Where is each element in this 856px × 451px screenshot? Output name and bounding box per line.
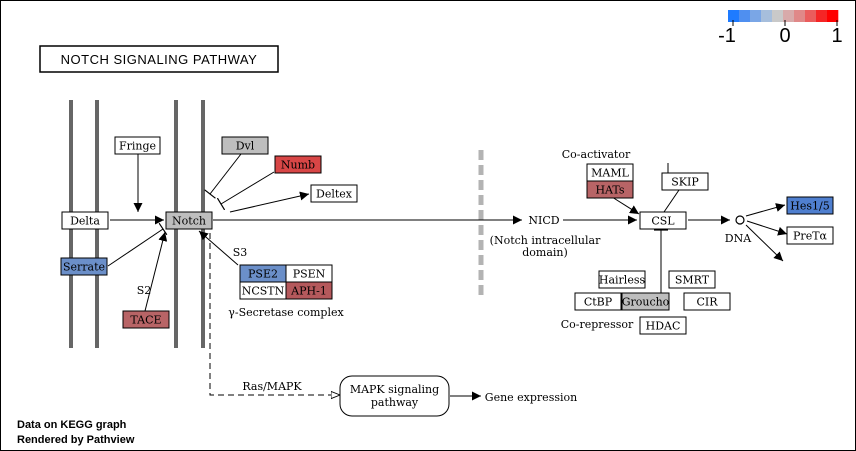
node-fringe[interactable]: Fringe bbox=[114, 136, 161, 155]
label-corepressor: Co-repressor bbox=[561, 318, 634, 331]
node-serrate[interactable]: Serrate bbox=[60, 257, 108, 276]
legend-swatch bbox=[805, 10, 817, 22]
color-legend: -1 0 1 bbox=[718, 10, 843, 47]
legend-swatch bbox=[794, 10, 806, 22]
node-hdac[interactable]: HDAC bbox=[639, 316, 687, 335]
label-gene-expression: Gene expression bbox=[485, 391, 577, 404]
legend-swatch bbox=[772, 10, 784, 22]
node-notch-label: Notch bbox=[172, 215, 206, 228]
node-maml[interactable]: MAML bbox=[586, 163, 634, 182]
node-hats-label: HATs bbox=[595, 184, 624, 197]
node-ncstn[interactable]: NCSTN bbox=[239, 281, 287, 300]
pathway-title-box: NOTCH SIGNALING PATHWAY bbox=[39, 45, 279, 73]
node-smrt-label: SMRT bbox=[675, 274, 710, 287]
footer-line1: Data on KEGG graph bbox=[17, 419, 127, 431]
node-mapk-pathway[interactable]: MAPK signaling pathway bbox=[339, 375, 450, 417]
legend-swatch bbox=[816, 10, 828, 22]
node-delta[interactable]: Delta bbox=[61, 211, 109, 230]
legend-swatch bbox=[750, 10, 762, 22]
legend-mid-label: 0 bbox=[779, 25, 790, 47]
legend-swatch bbox=[739, 10, 751, 22]
node-pse2[interactable]: PSE2 bbox=[239, 264, 287, 283]
label-gamma-secretase: γ-Secretase complex bbox=[228, 306, 344, 319]
node-hats[interactable]: HATs bbox=[586, 180, 634, 199]
legend-swatch bbox=[827, 10, 839, 22]
label-nicd-desc1: (Notch intracellular bbox=[490, 234, 601, 247]
mapk-label-line2: pathway bbox=[371, 396, 419, 409]
node-serrate-label: Serrate bbox=[63, 261, 105, 274]
dna-icon bbox=[735, 215, 745, 225]
node-notch[interactable]: Notch bbox=[165, 211, 213, 230]
node-ctbp[interactable]: CtBP bbox=[574, 292, 622, 311]
node-groucho-label: Groucho bbox=[622, 296, 670, 309]
node-pse2-label: PSE2 bbox=[248, 268, 278, 281]
node-pretalpha-label: PreTα bbox=[793, 230, 828, 243]
label-coactivator: Co-activator bbox=[562, 148, 631, 161]
node-groucho[interactable]: Groucho bbox=[621, 292, 670, 311]
node-pretalpha[interactable]: PreTα bbox=[786, 226, 834, 245]
node-hes15-label: Hes1/5 bbox=[790, 200, 829, 213]
node-deltex[interactable]: Deltex bbox=[310, 184, 358, 203]
legend-colorbar bbox=[728, 10, 839, 22]
node-numb-label: Numb bbox=[281, 159, 315, 172]
node-hes15[interactable]: Hes1/5 bbox=[786, 196, 834, 215]
legend-min-label: -1 bbox=[718, 25, 736, 47]
legend-max-label: 1 bbox=[831, 25, 842, 47]
node-ctbp-label: CtBP bbox=[584, 296, 613, 309]
node-hdac-label: HDAC bbox=[646, 320, 681, 333]
label-nicd: NICD bbox=[528, 214, 559, 227]
node-delta-label: Delta bbox=[70, 215, 100, 228]
label-dna: DNA bbox=[725, 232, 752, 245]
legend-swatch bbox=[783, 10, 795, 22]
pathway-title: NOTCH SIGNALING PATHWAY bbox=[61, 52, 258, 67]
node-smrt[interactable]: SMRT bbox=[668, 270, 716, 289]
node-numb[interactable]: Numb bbox=[274, 155, 322, 174]
node-maml-label: MAML bbox=[591, 167, 629, 180]
node-dvl-label: Dvl bbox=[236, 140, 255, 153]
node-tace[interactable]: TACE bbox=[122, 310, 170, 329]
node-aph1[interactable]: APH-1 bbox=[285, 281, 333, 300]
node-aph1-label: APH-1 bbox=[290, 285, 327, 298]
node-psen[interactable]: PSEN bbox=[285, 264, 333, 283]
node-skip[interactable]: SKIP bbox=[661, 172, 709, 191]
node-cir[interactable]: CIR bbox=[683, 292, 731, 311]
node-skip-label: SKIP bbox=[671, 176, 699, 189]
node-psen-label: PSEN bbox=[293, 268, 326, 281]
label-s2: S2 bbox=[137, 284, 152, 297]
node-tace-label: TACE bbox=[130, 314, 161, 327]
label-s3: S3 bbox=[233, 246, 248, 259]
node-csl[interactable]: CSL bbox=[639, 211, 687, 230]
node-fringe-label: Fringe bbox=[119, 140, 156, 153]
node-dvl[interactable]: Dvl bbox=[221, 136, 269, 155]
mapk-label-line1: MAPK signaling bbox=[350, 383, 439, 396]
label-ras-mapk: Ras/MAPK bbox=[242, 380, 302, 393]
footer-line2: Rendered by Pathview bbox=[17, 434, 135, 446]
edges bbox=[107, 153, 788, 401]
legend-swatch bbox=[728, 10, 740, 22]
node-hairless-label: Hairless bbox=[599, 274, 646, 287]
node-cir-label: CIR bbox=[696, 296, 718, 309]
legend-swatch bbox=[761, 10, 773, 22]
node-hairless[interactable]: Hairless bbox=[598, 270, 646, 289]
node-ncstn-label: NCSTN bbox=[242, 285, 285, 298]
node-deltex-label: Deltex bbox=[316, 188, 353, 201]
label-nicd-desc2: domain) bbox=[522, 246, 568, 259]
node-csl-label: CSL bbox=[651, 215, 675, 228]
